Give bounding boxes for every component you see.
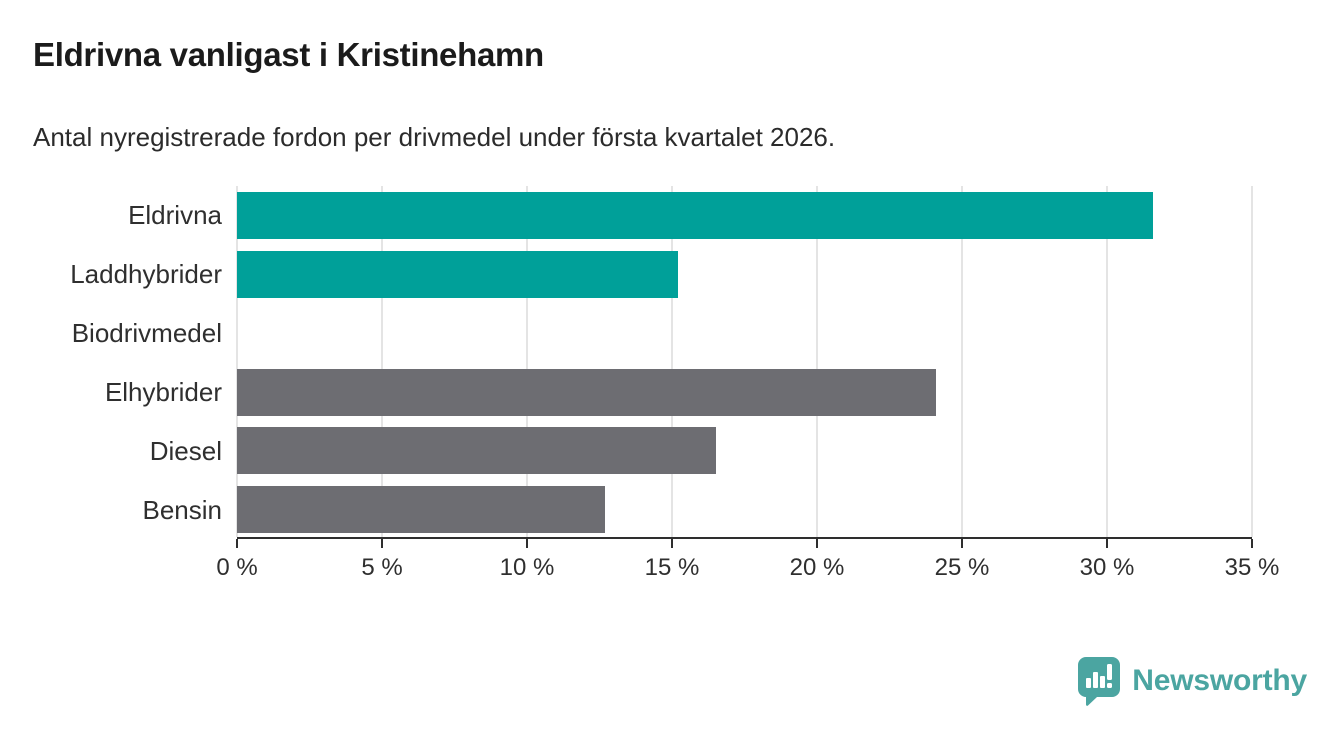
newsworthy-logo: Newsworthy [1077, 656, 1307, 706]
x-axis-tick-label: 15 % [644, 554, 700, 581]
bar-row [237, 186, 1252, 245]
x-axis-tick-label: 5 % [361, 554, 403, 581]
chart-title: Eldrivna vanligast i Kristinehamn [33, 36, 544, 73]
x-axis-tick-label: 0 % [216, 554, 258, 581]
gridline [961, 186, 963, 537]
bar-laddhybrider [237, 250, 678, 298]
x-axis-tick [1251, 539, 1253, 548]
bar-eldrivna [237, 192, 1154, 239]
x-axis-tick-label: 20 % [789, 554, 845, 581]
x-axis-tick [1106, 539, 1108, 548]
gridline [381, 186, 383, 537]
x-axis-tick-label: 10 % [499, 554, 555, 581]
x-axis-tick [816, 539, 818, 548]
x-axis-tick-label: 25 % [934, 554, 990, 581]
x-axis-tick-label: 30 % [1079, 554, 1135, 581]
gridline [236, 186, 238, 537]
category-label: Laddhybrider [70, 259, 222, 290]
x-axis-tick [671, 539, 673, 548]
category-label: Eldrivna [128, 200, 222, 231]
bar-row [237, 304, 1252, 363]
x-axis-tick-label: 35 % [1224, 554, 1280, 581]
bar-row [237, 480, 1252, 539]
bar-row [237, 421, 1252, 480]
x-axis-tick [236, 539, 238, 548]
bar-chart-plot-area: 0 % 5 % 10 % 15 % 20 % 25 % 30 % 35 % [216, 186, 1279, 581]
brand-name: Newsworthy [1132, 664, 1307, 697]
chart-subtitle: Antal nyregistrerade fordon per drivmede… [33, 122, 836, 152]
bar-row [237, 245, 1252, 304]
gridline [1106, 186, 1108, 537]
gridline [671, 186, 673, 537]
gridline [1251, 186, 1253, 537]
category-label: Diesel [149, 435, 222, 466]
category-label: Bensin [142, 494, 223, 525]
bar-diesel [237, 427, 716, 475]
bar-elhybrider [237, 368, 936, 416]
bar-bensin [237, 486, 606, 534]
x-axis-tick [961, 539, 963, 548]
gridline [816, 186, 818, 537]
category-label: Biodrivmedel [71, 318, 222, 349]
newsworthy-bubble-barchart-icon [1077, 656, 1121, 706]
gridline [526, 186, 528, 537]
x-axis-tick [526, 539, 528, 548]
bar-row [237, 363, 1252, 422]
category-label: Elhybrider [104, 376, 222, 407]
x-axis-tick [381, 539, 383, 548]
